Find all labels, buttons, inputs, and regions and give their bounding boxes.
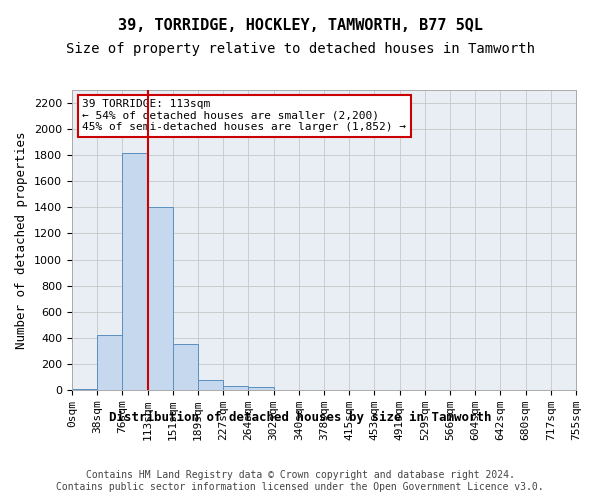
Bar bbox=[72, 388, 97, 390]
Text: 39, TORRIDGE, HOCKLEY, TAMWORTH, B77 5QL: 39, TORRIDGE, HOCKLEY, TAMWORTH, B77 5QL bbox=[118, 18, 482, 32]
Bar bbox=[198, 380, 223, 390]
Y-axis label: Number of detached properties: Number of detached properties bbox=[16, 131, 28, 349]
Bar bbox=[173, 344, 198, 390]
Text: Distribution of detached houses by size in Tamworth: Distribution of detached houses by size … bbox=[109, 411, 491, 424]
Bar bbox=[248, 388, 274, 390]
Bar bbox=[122, 152, 148, 390]
Bar bbox=[223, 386, 248, 390]
Text: Contains HM Land Registry data © Crown copyright and database right 2024.
Contai: Contains HM Land Registry data © Crown c… bbox=[56, 470, 544, 492]
Text: 39 TORRIDGE: 113sqm
← 54% of detached houses are smaller (2,200)
45% of semi-det: 39 TORRIDGE: 113sqm ← 54% of detached ho… bbox=[82, 99, 406, 132]
Bar bbox=[148, 208, 173, 390]
Bar bbox=[97, 335, 122, 390]
Text: Size of property relative to detached houses in Tamworth: Size of property relative to detached ho… bbox=[65, 42, 535, 56]
